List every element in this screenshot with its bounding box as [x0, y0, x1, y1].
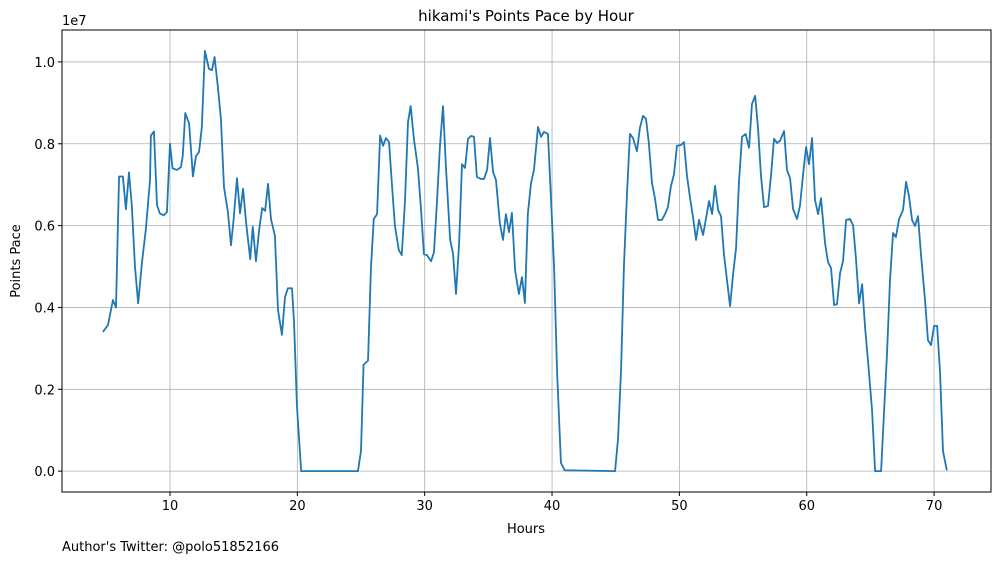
- x-tick-label: 40: [544, 499, 561, 514]
- y-tick-label: 0.6: [34, 220, 55, 235]
- y-tick-label: 1.0: [34, 56, 55, 71]
- x-tick-label: 20: [289, 499, 306, 514]
- y-tick-label: 0.8: [34, 138, 55, 153]
- plot-frame: [61, 29, 992, 493]
- y-axis-label: Points Pace: [9, 224, 24, 298]
- x-axis-label: Hours: [507, 522, 545, 537]
- data-line: [102, 49, 948, 473]
- chart-title: hikami's Points Pace by Hour: [418, 7, 635, 25]
- x-tick-label: 10: [162, 499, 179, 514]
- footnote: Author's Twitter: @polo51852166: [62, 540, 279, 555]
- x-tick-label: 50: [671, 499, 688, 514]
- y-tick-label: 0.0: [34, 465, 55, 480]
- y-offset-label: 1e7: [62, 14, 87, 29]
- x-tick-label: 70: [926, 499, 943, 514]
- y-tick-label: 0.2: [34, 383, 55, 398]
- y-tick-label: 0.4: [34, 301, 55, 316]
- x-tick-label: 30: [416, 499, 433, 514]
- x-tick-label: 60: [798, 499, 815, 514]
